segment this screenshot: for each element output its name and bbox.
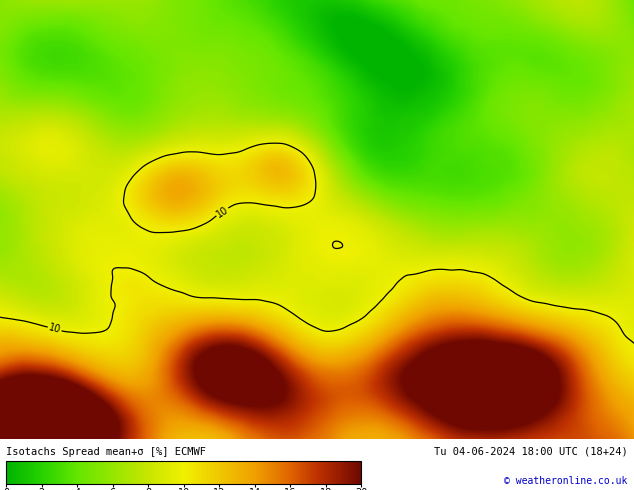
Text: Tu 04-06-2024 18:00 UTC (18+24): Tu 04-06-2024 18:00 UTC (18+24) bbox=[434, 447, 628, 457]
Text: 10: 10 bbox=[214, 204, 230, 220]
Text: 10: 10 bbox=[48, 322, 62, 335]
Text: Isotachs Spread mean+σ [%] ECMWF: Isotachs Spread mean+σ [%] ECMWF bbox=[6, 447, 206, 457]
Text: © weatheronline.co.uk: © weatheronline.co.uk bbox=[504, 476, 628, 486]
